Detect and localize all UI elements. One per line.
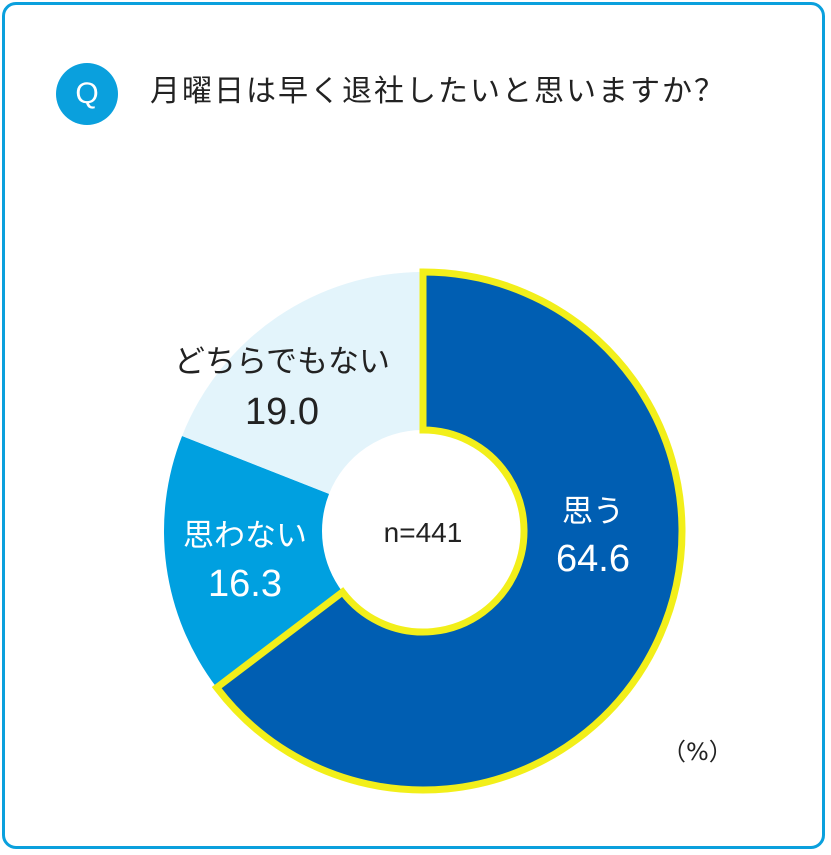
slice-value: 16.3	[208, 563, 282, 605]
slice-label: どちらでもない	[174, 344, 390, 380]
donut-slice	[182, 271, 423, 494]
q-badge: Q	[56, 63, 118, 125]
slice-label: 思う	[562, 494, 624, 530]
unit-label: （%）	[662, 738, 733, 766]
question-title: 月曜日は早く退社したいと思いますか？	[150, 74, 726, 109]
center-label: n=441	[384, 517, 463, 548]
donut-slice	[211, 268, 686, 794]
slice-value: 19.0	[245, 391, 319, 433]
slice-label: 思わない	[183, 518, 307, 554]
slice-value: 64.6	[556, 538, 630, 580]
